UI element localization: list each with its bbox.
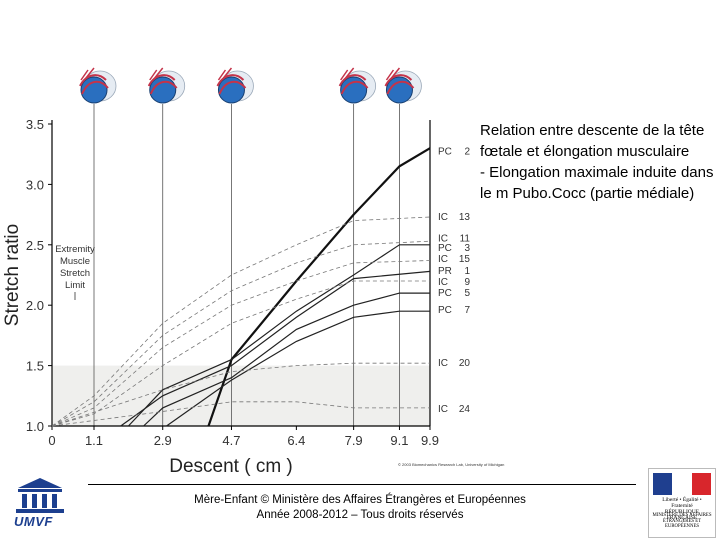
series-label-number: 7 bbox=[464, 305, 470, 316]
umvf-label: UMVF bbox=[14, 514, 53, 529]
x-tick-label: 9.1 bbox=[390, 433, 408, 448]
fetal-head-icon bbox=[338, 67, 377, 104]
y-tick-label: 2.0 bbox=[26, 298, 44, 313]
x-axis-label: Descent ( cm ) bbox=[169, 456, 293, 477]
x-tick-label: 6.4 bbox=[287, 433, 305, 448]
y-tick-label: 3.0 bbox=[26, 177, 44, 192]
series-pc-3 bbox=[127, 244, 430, 427]
umvf-logo: UMVF bbox=[12, 476, 72, 532]
y-tick-label: 2.5 bbox=[26, 238, 44, 253]
series-label-number: 20 bbox=[459, 358, 471, 369]
series-label-name: IC bbox=[438, 234, 448, 245]
series-label-name: IC bbox=[438, 358, 448, 369]
footer-divider bbox=[88, 484, 636, 485]
footer-text: Mère-Enfant © Ministère des Affaires Étr… bbox=[150, 493, 570, 523]
footer-line-2: Année 2008-2012 – Tous droits réservés bbox=[256, 509, 464, 521]
x-tick-label: 7.9 bbox=[345, 433, 363, 448]
series-label-number: 11 bbox=[460, 234, 471, 245]
x-tick-label: 1.1 bbox=[85, 433, 103, 448]
y-tick-label: 1.0 bbox=[26, 419, 44, 434]
stretch-limit-region bbox=[52, 365, 430, 426]
copyright-note: © 2003 Biomechanics Research Lab, Univer… bbox=[398, 462, 505, 467]
series-label-number: 1 bbox=[464, 266, 470, 277]
series-label-name: PC bbox=[438, 288, 452, 299]
series-ic-9 bbox=[51, 280, 430, 427]
series-ic-20 bbox=[51, 362, 430, 427]
french-flag bbox=[653, 473, 711, 495]
series-label-number: 2 bbox=[464, 147, 470, 158]
x-tick-label: 4.7 bbox=[222, 433, 240, 448]
fetal-head-icon bbox=[147, 67, 186, 104]
series-label-number: 15 bbox=[459, 254, 471, 265]
series-ic-13 bbox=[51, 216, 431, 427]
series-label-name: PC bbox=[438, 243, 452, 254]
fetal-head-icon bbox=[216, 67, 254, 104]
series-label-name: PC bbox=[438, 305, 452, 316]
ministry-name: MINISTÈRE DES AFFAIRES ÉTRANGÈRES ET EUR… bbox=[652, 513, 712, 529]
series-label-name: PC bbox=[438, 147, 452, 158]
y-axis-label: Stretch ratio bbox=[2, 224, 23, 326]
series-ic-24 bbox=[51, 401, 430, 427]
series-pc-7 bbox=[166, 310, 430, 427]
series-label-number: 5 bbox=[464, 288, 470, 299]
series-pc-5 bbox=[143, 292, 430, 427]
series-label-name: IC bbox=[438, 254, 448, 265]
series-pr-1 bbox=[120, 270, 431, 427]
x-tick-label: 0 bbox=[48, 433, 55, 448]
fetal-head-icon bbox=[79, 67, 117, 104]
fetal-head-icon bbox=[384, 67, 422, 104]
series-label-name: IC bbox=[438, 212, 448, 223]
x-tick-label: 2.9 bbox=[154, 433, 172, 448]
series-ic-11 bbox=[51, 240, 431, 427]
series-label-number: 24 bbox=[459, 404, 471, 415]
series-label-number: 9 bbox=[464, 277, 470, 288]
series-label-name: IC bbox=[438, 277, 448, 288]
side-description: Relation entre descente de la tête fœtal… bbox=[480, 122, 714, 202]
series-label-number: 13 bbox=[459, 212, 471, 223]
ministry-republic: RÉPUBLIQUE FRANÇAISE bbox=[664, 509, 700, 521]
ministry-logo: Liberté • Égalité • Fraternité RÉPUBLIQU… bbox=[648, 468, 716, 538]
series-label-name: PR bbox=[438, 266, 452, 277]
stretch-limit-annotation: Extremity Muscle Stretch Limit bbox=[55, 244, 95, 291]
series-pc-2 bbox=[207, 147, 431, 427]
series-label-name: IC bbox=[438, 404, 448, 415]
x-tick-label: 9.9 bbox=[421, 433, 439, 448]
series-ic-15 bbox=[51, 260, 431, 427]
series-label-number: 3 bbox=[464, 243, 470, 254]
temple-icon bbox=[16, 478, 64, 513]
ministry-motto: Liberté • Égalité • Fraternité bbox=[662, 497, 702, 509]
y-tick-label: 1.5 bbox=[26, 359, 44, 374]
stretch-ratio-chart: 1.0 1.5 2.0 2.5 3.0 3.5 0 1.1 2.9 4.7 6.4 7.9 9.1 9.9… bbox=[2, 67, 471, 477]
footer-line-1: Mère-Enfant © Ministère des Affaires Étr… bbox=[194, 494, 526, 506]
y-tick-label: 3.5 bbox=[26, 117, 44, 132]
